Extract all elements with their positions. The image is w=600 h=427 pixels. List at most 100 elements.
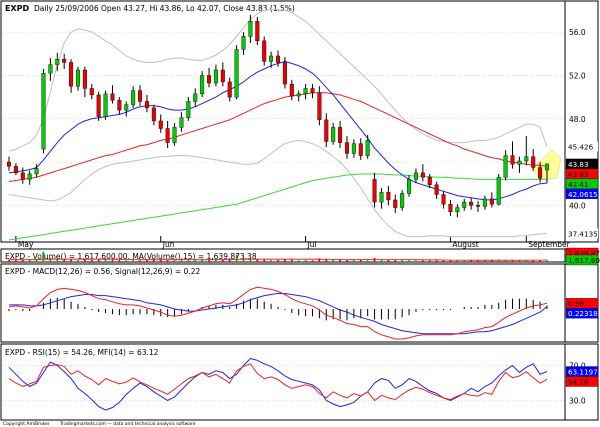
rsi-lines: [8, 357, 548, 411]
candle-body: [82, 69, 87, 89]
candle-body: [282, 62, 287, 85]
candle-body: [386, 192, 391, 201]
value-tag-text: 42.41: [568, 180, 589, 189]
candle-body: [89, 88, 94, 96]
rsi-label: EXPD - RSI(15) = 54.26, MFI(14) = 63.12: [5, 348, 159, 357]
candle-body: [165, 128, 170, 143]
candle-body: [6, 161, 11, 167]
candle-body: [303, 88, 308, 95]
candle-body: [420, 172, 425, 178]
price-panel-frame: [0, 0, 599, 243]
price-y-tick-label: 40.0: [569, 201, 586, 210]
candle-body: [69, 62, 74, 87]
candle-body: [455, 207, 460, 213]
candle-body: [41, 73, 46, 150]
value-tag-text: 1,617,600: [568, 256, 600, 265]
candle-body: [200, 75, 205, 95]
candle-body: [338, 127, 343, 143]
candle-body: [124, 104, 129, 111]
candle-body: [489, 198, 494, 205]
month-label: August: [452, 240, 478, 249]
ma-red-line: [8, 92, 548, 182]
value-tag-text: 0.223187: [568, 309, 600, 318]
chart-symbol: EXPD: [5, 4, 29, 13]
value-tag-text: 54.26: [568, 378, 589, 387]
candle-body: [524, 156, 529, 162]
candle-body: [434, 184, 439, 195]
value-tag-box: [566, 141, 598, 152]
macd-value-tags: 0.560.223187: [565, 298, 600, 319]
value-tag-text: 0.56: [568, 299, 584, 308]
band-upper-line: [8, 8, 548, 152]
candle-body: [358, 143, 363, 156]
candle-body: [227, 81, 232, 98]
candle-body: [310, 88, 315, 93]
candle-body: [538, 167, 543, 179]
candle-body: [158, 120, 163, 129]
candle-body: [317, 92, 322, 121]
month-markers: May Jun Jul August September: [15, 236, 571, 249]
price-candles: [6, 14, 550, 218]
footer-copyright: Copyright AmiBroker: [3, 421, 50, 427]
volume-ma-line: [9, 258, 548, 261]
value-tag-box: [565, 308, 599, 319]
candle-body: [186, 101, 191, 118]
ma-green-line: [8, 173, 548, 241]
candle-body: [27, 173, 32, 180]
candle-body: [324, 119, 329, 142]
volume-value-tags: 1,639,8731,617,600: [565, 247, 600, 266]
candle-body: [462, 201, 467, 208]
candle-body: [193, 93, 198, 102]
candle-body: [62, 59, 67, 63]
value-tag-text: 1,639,873: [568, 249, 600, 258]
candle-body: [103, 93, 108, 117]
candle-body: [220, 69, 225, 83]
rsi-gridlines: 70.0 30.0: [2, 362, 586, 406]
volume-label: EXPD - Volume() = 1,617,600.00, MA(Volum…: [5, 252, 257, 261]
candle-body: [151, 107, 156, 122]
candle-body: [20, 172, 25, 180]
value-tag-box: [565, 188, 599, 200]
rsi-y-tick-label: 70.0: [569, 362, 586, 371]
candle-body: [400, 193, 405, 208]
month-label: Jul: [307, 240, 317, 249]
candle-body: [48, 64, 53, 74]
candle-body: [296, 93, 301, 97]
candle-body: [441, 194, 446, 205]
rsi-y-tick-label: 30.0: [569, 397, 586, 406]
candle-body: [545, 163, 550, 171]
candle-body: [96, 94, 101, 117]
candle-body: [413, 172, 418, 180]
value-tag-box: [566, 228, 598, 239]
candle-body: [496, 177, 501, 205]
candle-body: [469, 201, 474, 206]
value-tag-text: 37.4135: [568, 229, 598, 238]
candle-body: [517, 160, 522, 165]
candle-body: [351, 143, 356, 154]
candle-body: [427, 177, 432, 185]
candle-body: [13, 166, 18, 174]
macd-lines: [8, 286, 548, 340]
candle-body: [255, 21, 260, 42]
value-tag-text: 63.1197: [568, 368, 598, 377]
macd-label: EXPD - MACD(12,26) = 0.56, Signal(12,26,…: [5, 267, 200, 276]
candle-body: [379, 192, 384, 203]
candle-body: [75, 69, 80, 87]
candle-body: [207, 75, 212, 84]
mfi-line: [8, 357, 548, 411]
candle-body: [131, 90, 136, 105]
month-label: May: [18, 240, 34, 249]
value-tag-text: 45.426: [568, 143, 594, 152]
band-lower-line: [8, 139, 548, 238]
candle-body: [55, 59, 60, 65]
candle-body: [144, 101, 149, 109]
candle-body: [213, 69, 218, 84]
candle-body: [365, 140, 370, 156]
candle-body: [262, 40, 267, 62]
month-label: September: [528, 240, 570, 249]
candle-body: [531, 156, 536, 168]
price-y-tick-label: 48.0: [569, 115, 586, 124]
